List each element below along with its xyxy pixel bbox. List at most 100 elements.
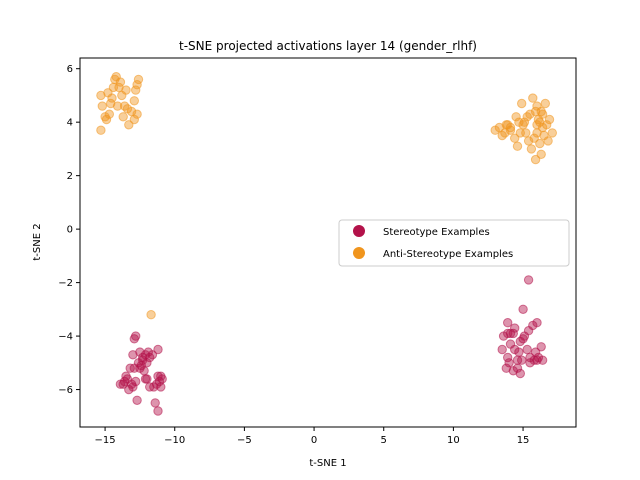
stereotype-point xyxy=(129,334,140,344)
anti-stereotype-point xyxy=(103,88,113,98)
stereotype-point xyxy=(131,331,141,341)
stereotype-point xyxy=(523,275,534,285)
anti-stereotype-point xyxy=(526,144,537,154)
stereotype-point xyxy=(515,368,525,379)
anti-stereotype-point xyxy=(511,112,521,122)
chart-title: t-SNE projected activations layer 14 (ge… xyxy=(179,39,477,53)
stereotype-point xyxy=(129,363,140,373)
stereotype-point xyxy=(142,358,152,368)
stereotype-point xyxy=(518,304,528,314)
anti-stereotype-point xyxy=(535,138,545,149)
anti-stereotype-point xyxy=(106,98,116,109)
anti-stereotype-point xyxy=(521,128,531,138)
stereotype-point xyxy=(135,347,145,357)
anti-stereotype-point xyxy=(501,120,511,130)
stereotype-point xyxy=(503,318,513,328)
stereotype-point xyxy=(537,355,548,365)
anti-stereotype-point xyxy=(523,136,534,146)
anti-stereotype-point xyxy=(129,96,140,106)
stereotype-point xyxy=(505,328,516,339)
stereotype-point xyxy=(154,376,165,387)
anti-stereotype-point xyxy=(96,90,106,101)
anti-stereotype-point xyxy=(530,154,541,165)
anti-stereotype-point xyxy=(132,80,142,90)
stereotype-point xyxy=(503,328,513,339)
stereotype-point xyxy=(150,398,160,408)
anti-stereotype-point xyxy=(529,133,539,143)
stereotype-point xyxy=(153,371,163,381)
legend: Stereotype Examples Anti-Stereotype Exam… xyxy=(338,219,570,267)
stereotype-point xyxy=(128,350,138,360)
legend-box xyxy=(338,219,570,267)
x-tick-label: 15 xyxy=(517,435,530,446)
x-tick-label: −15 xyxy=(95,435,116,446)
anti-stereotype-point xyxy=(497,130,507,141)
stereotype-point xyxy=(497,344,507,355)
stereotype-point xyxy=(512,355,523,365)
anti-stereotype-point xyxy=(535,117,545,127)
stereotype-point xyxy=(153,344,163,355)
stereotype-point xyxy=(156,371,166,381)
anti-stereotype-point xyxy=(114,82,124,93)
anti-stereotype-point xyxy=(519,117,530,127)
plot-area xyxy=(96,72,557,416)
stereotype-point xyxy=(504,358,514,368)
anti-stereotype-point xyxy=(115,77,126,87)
anti-stereotype-point xyxy=(131,85,141,95)
stereotype-point xyxy=(121,371,131,381)
stereotype-point xyxy=(145,352,155,363)
stereotype-point xyxy=(145,382,155,392)
stereotype-point xyxy=(525,358,535,368)
anti-stereotype-point xyxy=(547,128,557,138)
stereotype-point xyxy=(124,384,134,395)
x-tick-label: 0 xyxy=(311,435,317,446)
legend-label-stereotype: Stereotype Examples xyxy=(383,227,490,238)
stereotype-point xyxy=(156,382,166,392)
anti-stereotype-point xyxy=(119,101,130,111)
y-tick-label: −2 xyxy=(58,278,73,289)
x-tick-label: 5 xyxy=(381,435,387,446)
anti-stereotype-point xyxy=(121,85,131,95)
stereotype-point xyxy=(522,344,532,355)
anti-stereotype-point xyxy=(522,112,532,122)
anti-stereotype-point xyxy=(133,74,144,85)
stereotype-point xyxy=(140,374,151,384)
anti-stereotype-point xyxy=(510,133,520,143)
anti-stereotype-point xyxy=(146,310,156,320)
stereotype-point xyxy=(132,395,142,405)
stereotype-point xyxy=(501,363,511,373)
x-tick-label: 10 xyxy=(447,435,460,446)
axes-frame xyxy=(79,57,577,428)
y-tick-label: 6 xyxy=(67,64,73,75)
x-axis-label: t-SNE 1 xyxy=(309,458,346,469)
anti-stereotype-point xyxy=(532,120,542,130)
anti-stereotype-point xyxy=(100,112,110,122)
x-tick-label: −10 xyxy=(164,435,185,446)
anti-stereotype-point xyxy=(544,114,555,125)
stereotype-point xyxy=(514,347,524,357)
anti-stereotype-point xyxy=(101,114,112,125)
anti-stereotype-point xyxy=(517,98,527,109)
y-axis: −6 −4 −2 0 2 4 6 xyxy=(58,64,80,396)
legend-label-anti-stereotype: Anti-Stereotype Examples xyxy=(383,249,513,260)
anti-stereotype-point xyxy=(97,101,108,111)
anti-stereotype-point xyxy=(543,136,553,146)
anti-stereotype-point xyxy=(124,120,134,130)
stereotype-point xyxy=(530,347,541,357)
anti-stereotype-point xyxy=(540,98,550,109)
y-tick-label: 4 xyxy=(67,118,73,129)
anti-stereotype-point xyxy=(537,109,548,119)
x-tick-label: −5 xyxy=(237,435,252,446)
anti-stereotype-point xyxy=(110,74,120,85)
y-tick-label: −4 xyxy=(58,332,73,343)
legend-marker-stereotype xyxy=(353,225,365,237)
anti-stereotype-point xyxy=(96,125,106,135)
y-tick-label: 2 xyxy=(67,171,73,182)
stereotype-point xyxy=(503,352,513,363)
x-axis: −15 −10 −5 0 5 10 15 xyxy=(95,427,530,446)
stereotype-point xyxy=(519,331,530,341)
anti-stereotype-point xyxy=(494,122,505,133)
anti-stereotype-point xyxy=(536,106,546,117)
y-axis-label: t-SNE 2 xyxy=(32,223,43,260)
